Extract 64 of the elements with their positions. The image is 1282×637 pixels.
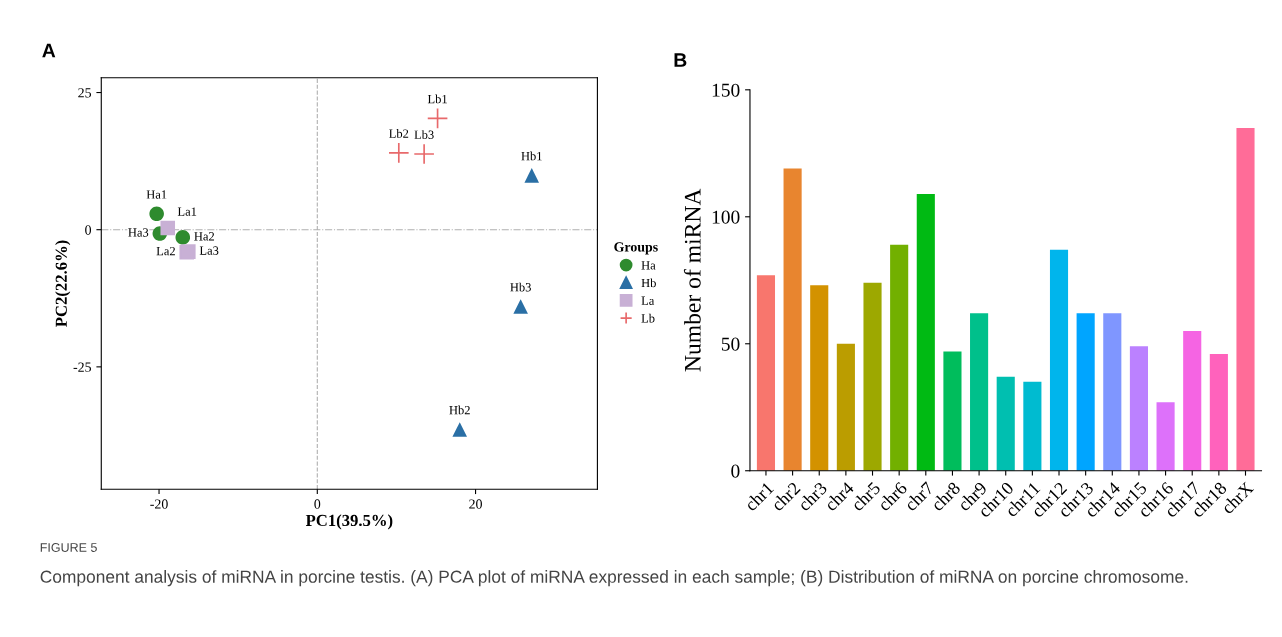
data-label: Lb1	[427, 94, 447, 104]
y-tick-label: 100	[712, 210, 740, 224]
legend-title: Groups	[614, 242, 658, 255]
bar	[1076, 313, 1095, 471]
bar	[890, 244, 909, 471]
point	[426, 107, 449, 129]
bar	[943, 351, 962, 471]
bar	[1103, 313, 1122, 471]
bar	[783, 168, 802, 471]
data-label: Ha3	[128, 228, 149, 237]
chart-title: A	[42, 43, 56, 58]
data-label: Ha1	[146, 190, 167, 199]
point	[513, 299, 528, 314]
data-label: Hb2	[449, 405, 470, 415]
point	[149, 206, 164, 222]
x-tick-label: 0	[314, 499, 321, 509]
bar	[863, 282, 882, 471]
y-tick-label: 50	[721, 337, 740, 351]
legend-label: Lb	[641, 313, 655, 323]
data-label: La1	[177, 207, 197, 216]
x-tick-label: chr8	[930, 480, 961, 512]
legend-label: Hb	[641, 278, 656, 288]
y-axis-title: PC2(22.6%)	[55, 240, 71, 327]
bar	[1129, 346, 1148, 471]
point	[452, 422, 468, 437]
bar	[1183, 331, 1202, 471]
chart-title: B	[674, 53, 687, 67]
bar	[1049, 249, 1069, 471]
x-tick-label: 20	[469, 499, 482, 509]
bar	[836, 343, 855, 471]
y-tick-label: 150	[712, 83, 740, 97]
legend-label: Ha	[641, 261, 656, 270]
bar	[1209, 353, 1228, 471]
x-axis-title: PC1(39.5%)	[305, 514, 393, 530]
data-label: Lb3	[414, 130, 434, 139]
bar	[1236, 127, 1255, 471]
bar	[970, 313, 989, 471]
caption: FIGURE 5	[40, 543, 97, 552]
point	[524, 168, 540, 183]
point	[413, 143, 435, 165]
data-label: La3	[199, 246, 219, 255]
data-label: Ha2	[194, 232, 215, 241]
bar	[810, 285, 829, 471]
y-axis-title: Number of miRNA	[683, 188, 701, 372]
data-label: La2	[156, 246, 175, 256]
x-tick-label: chr1	[743, 481, 775, 512]
text: Component analysis of miRNA in porcine testis. (A) PCA plot of miRNA expressed in each sample; (B) Distribution of miRNA on porcine chromosome.	[40, 570, 1188, 587]
data-label: Hb1	[521, 151, 542, 161]
bar	[1156, 402, 1175, 471]
y-tick-label: -25	[73, 362, 92, 372]
y-tick-label: 0	[731, 464, 740, 478]
bar	[916, 193, 935, 471]
y-tick-label: 25	[78, 88, 92, 98]
point	[160, 220, 176, 236]
data-label: Lb2	[389, 129, 409, 138]
x-tick-label: -20	[150, 499, 168, 509]
point	[175, 230, 191, 245]
bar	[996, 376, 1015, 471]
bar	[1023, 381, 1042, 471]
bar	[756, 275, 776, 471]
point	[388, 142, 410, 164]
data-label: Hb3	[510, 282, 531, 292]
y-tick-label: 0	[85, 225, 92, 235]
legend-label: La	[641, 296, 655, 305]
